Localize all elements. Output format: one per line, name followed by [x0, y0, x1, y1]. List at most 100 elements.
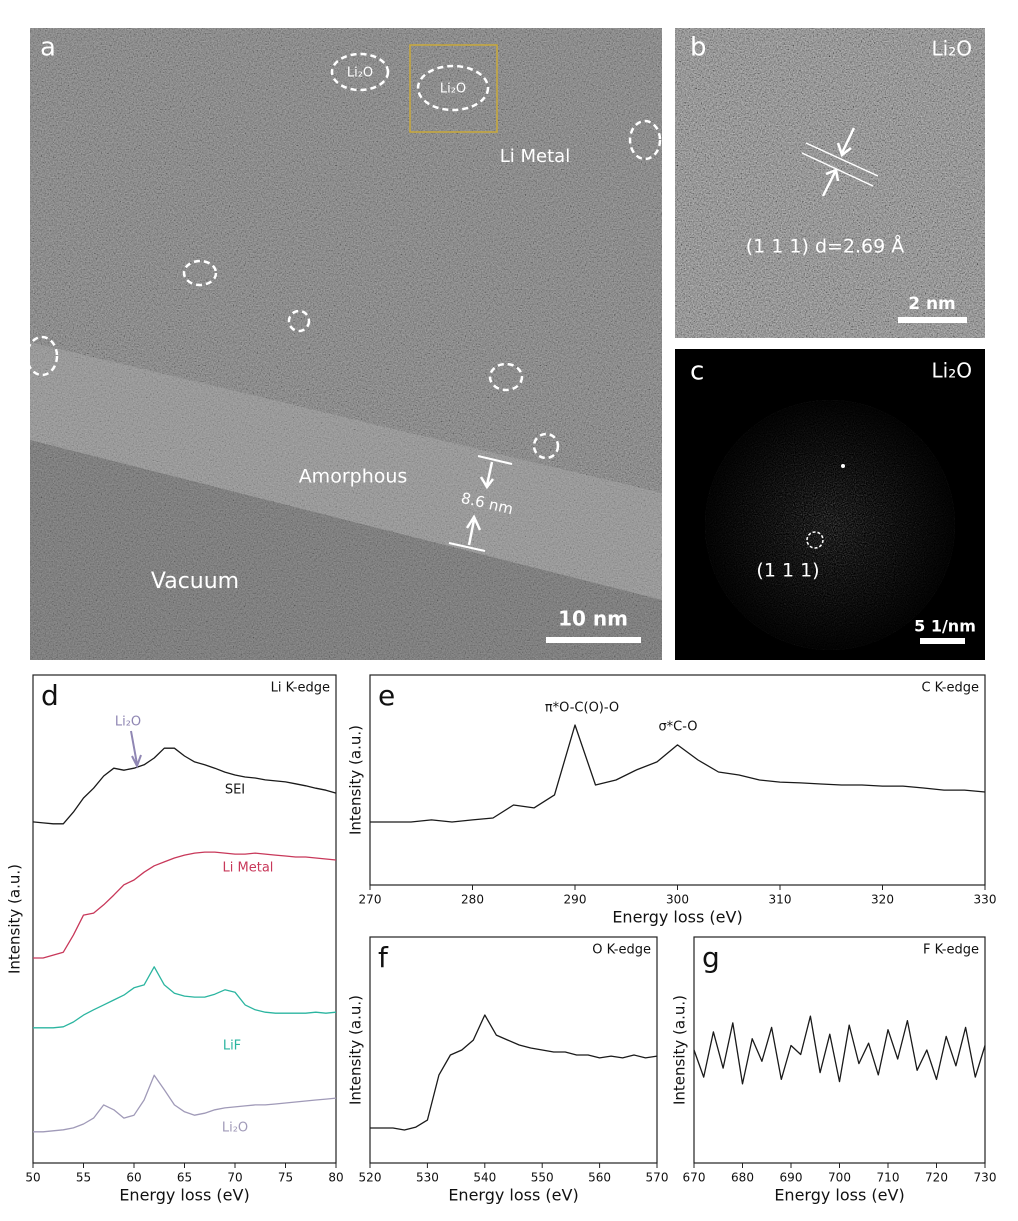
x-tick-label: 330 — [974, 893, 997, 907]
thickness-bar — [448, 542, 486, 552]
x-tick-label: 50 — [25, 1171, 40, 1185]
x-tick-label: 70 — [227, 1171, 242, 1185]
image-label: Li₂O — [440, 82, 466, 97]
plot-title: C K-edge — [921, 681, 979, 696]
panel-label: g — [702, 941, 720, 974]
x-tick-label: 710 — [877, 1171, 900, 1185]
x-axis-label: Energy loss (eV) — [774, 1186, 904, 1205]
x-tick-label: 550 — [531, 1171, 554, 1185]
x-tick-label: 720 — [925, 1171, 948, 1185]
spectrum-line — [370, 724, 986, 823]
fft-fade — [705, 400, 955, 650]
series-label: Li Metal — [223, 861, 274, 876]
image-label: Li₂O — [932, 359, 972, 383]
panel-label: c — [690, 357, 704, 387]
li2o-outline — [182, 259, 218, 287]
scale-bar-label: 10 nm — [558, 607, 628, 631]
lattice-line — [801, 152, 874, 187]
amorphous-band — [30, 342, 662, 600]
annotation: π*O-C(O)-O — [545, 701, 619, 716]
arrow — [821, 168, 840, 197]
image-label: Li₂O — [347, 66, 373, 81]
x-axis-label: Energy loss (eV) — [119, 1186, 249, 1205]
x-tick-label: 680 — [731, 1171, 754, 1185]
zoom-box — [409, 44, 498, 133]
y-axis-label: Intensity (a.u.) — [6, 864, 24, 974]
annotation: Li₂O — [115, 715, 141, 730]
x-tick-label: 65 — [177, 1171, 192, 1185]
li2o-outline — [532, 432, 560, 460]
x-tick-label: 80 — [328, 1171, 343, 1185]
spectrum-line — [33, 1074, 337, 1133]
panel-label: f — [378, 941, 389, 974]
spectrum-line — [370, 1014, 658, 1131]
fft-ring — [806, 531, 824, 549]
arrow — [465, 514, 482, 546]
vacuum-region — [30, 440, 662, 660]
x-tick-label: 520 — [359, 1171, 382, 1185]
arrow — [479, 461, 494, 490]
li2o-outline — [30, 335, 59, 377]
micrograph-a — [30, 28, 662, 660]
scale-bar-label: 5 1/nm — [914, 617, 976, 636]
plot-title: F K-edge — [923, 943, 979, 958]
thickness-bar — [477, 455, 513, 465]
scale-bar-label: 2 nm — [908, 294, 956, 314]
x-tick-label: 560 — [588, 1171, 611, 1185]
image-label: (1 1 1) d=2.69 Å — [746, 235, 905, 258]
image-label: Amorphous — [299, 466, 408, 488]
li2o-outline — [488, 362, 524, 392]
panel-label: b — [690, 33, 707, 63]
x-tick-label: 690 — [780, 1171, 803, 1185]
li2o-outline — [628, 119, 662, 161]
x-tick-label: 730 — [974, 1171, 997, 1185]
x-tick-label: 310 — [769, 893, 792, 907]
spectrum-line — [693, 1015, 986, 1085]
x-tick-label: 60 — [126, 1171, 141, 1185]
plot-frame — [369, 936, 658, 1164]
annotation: σ*C-O — [658, 720, 697, 735]
panel-label: a — [40, 33, 56, 63]
plot-frame — [32, 674, 337, 1164]
series-label: SEI — [225, 783, 245, 798]
x-tick-label: 700 — [828, 1171, 851, 1185]
x-axis-label: Energy loss (eV) — [448, 1186, 578, 1205]
x-tick-label: 55 — [76, 1171, 91, 1185]
image-label: (1 1 1) — [756, 560, 819, 582]
lattice-line — [805, 142, 879, 177]
series-label: LiF — [223, 1039, 241, 1054]
x-tick-label: 540 — [473, 1171, 496, 1185]
plot-frame — [369, 674, 986, 886]
spectrum-line — [32, 747, 337, 825]
x-tick-label: 530 — [416, 1171, 439, 1185]
micrograph-c — [705, 400, 955, 650]
x-axis-label: Energy loss (eV) — [612, 908, 742, 927]
li2o-outline — [287, 309, 311, 333]
y-axis-label: Intensity (a.u.) — [671, 995, 689, 1105]
spectrum-line — [33, 851, 337, 959]
series-label: Li₂O — [222, 1121, 248, 1136]
x-tick-label: 270 — [359, 893, 382, 907]
image-label: Li₂O — [932, 37, 972, 61]
li2o-outline — [330, 52, 390, 92]
plot-title: Li K-edge — [271, 681, 330, 696]
micrograph-b — [675, 28, 985, 338]
x-tick-label: 670 — [683, 1171, 706, 1185]
annotation-arrow — [130, 730, 142, 769]
image-label: Vacuum — [151, 569, 239, 594]
plot-title: O K-edge — [592, 943, 651, 958]
panel-label: d — [41, 679, 59, 712]
x-tick-label: 280 — [461, 893, 484, 907]
image-label: Li Metal — [500, 146, 570, 167]
x-tick-label: 300 — [666, 893, 689, 907]
panel-label: e — [378, 679, 395, 712]
arrow — [836, 127, 856, 158]
fft-spot — [841, 464, 845, 468]
x-tick-label: 320 — [871, 893, 894, 907]
x-tick-label: 75 — [278, 1171, 293, 1185]
spectrum-line — [33, 966, 337, 1029]
x-tick-label: 290 — [564, 893, 587, 907]
